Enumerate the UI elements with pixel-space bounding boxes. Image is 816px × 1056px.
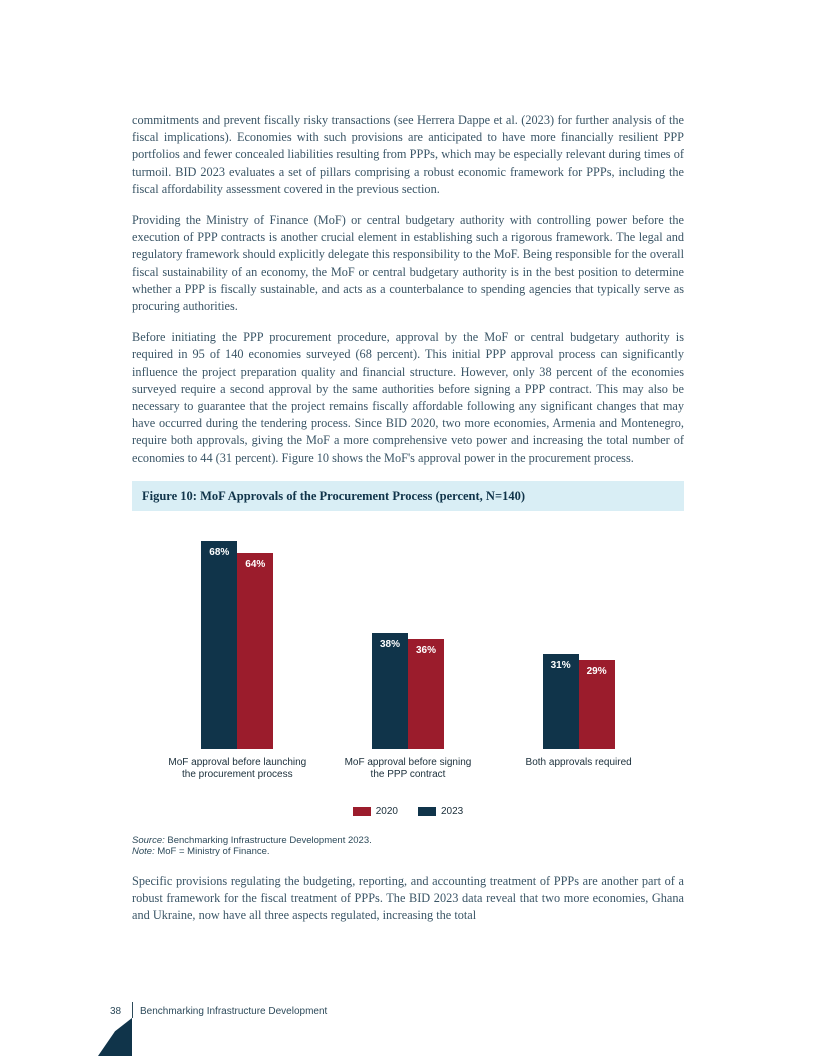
chart-bar: 64% — [237, 553, 273, 749]
body-paragraph-1: commitments and prevent fiscally risky t… — [132, 112, 684, 198]
chart-category-label: MoF approval before launchingthe procure… — [153, 757, 322, 782]
source-label: Source: — [132, 835, 165, 846]
page-footer: 38 Benchmarking Infrastructure Developme… — [0, 996, 816, 1056]
chart-bar-group: 68%64% — [153, 541, 322, 749]
bar-chart: 68%64%38%36%31%29% MoF approval before l… — [132, 529, 684, 817]
legend-swatch-icon — [418, 807, 436, 816]
chart-bar-group: 38%36% — [324, 633, 493, 749]
figure-title-bar: Figure 10: MoF Approvals of the Procurem… — [132, 481, 684, 511]
legend-swatch-icon — [353, 807, 371, 816]
bar-value-label: 38% — [372, 639, 408, 650]
chart-bar: 36% — [408, 639, 444, 749]
bar-value-label: 68% — [201, 547, 237, 558]
bar-value-label: 31% — [543, 660, 579, 671]
chart-bar: 29% — [579, 660, 615, 749]
figure-source-note: Source: Benchmarking Infrastructure Deve… — [132, 835, 684, 857]
bar-value-label: 36% — [408, 645, 444, 656]
note-label: Note: — [132, 846, 155, 857]
bar-value-label: 64% — [237, 559, 273, 570]
legend-item: 2023 — [418, 806, 463, 817]
page-number: 38 — [110, 1006, 121, 1017]
note-text: MoF = Ministry of Finance. — [155, 846, 270, 857]
body-paragraph-3: Before initiating the PPP procurement pr… — [132, 329, 684, 467]
figure-title: Figure 10: MoF Approvals of the Procurem… — [142, 489, 525, 503]
footer-separator — [132, 1002, 133, 1018]
legend-label: 2020 — [376, 806, 398, 817]
legend-label: 2023 — [441, 806, 463, 817]
chart-bar: 38% — [372, 633, 408, 749]
legend-item: 2020 — [353, 806, 398, 817]
chart-category-label: MoF approval before signingthe PPP contr… — [324, 757, 493, 782]
body-paragraph-2: Providing the Ministry of Finance (MoF) … — [132, 212, 684, 315]
bar-value-label: 29% — [579, 666, 615, 677]
body-paragraph-4: Specific provisions regulating the budge… — [132, 873, 684, 925]
footer-decoration-icon — [98, 1018, 132, 1056]
chart-bar: 68% — [201, 541, 237, 749]
chart-category-label: Both approvals required — [494, 757, 663, 782]
source-text: Benchmarking Infrastructure Development … — [165, 835, 372, 846]
footer-title: Benchmarking Infrastructure Development — [140, 1006, 327, 1017]
chart-bar-group: 31%29% — [494, 654, 663, 749]
chart-bar: 31% — [543, 654, 579, 749]
